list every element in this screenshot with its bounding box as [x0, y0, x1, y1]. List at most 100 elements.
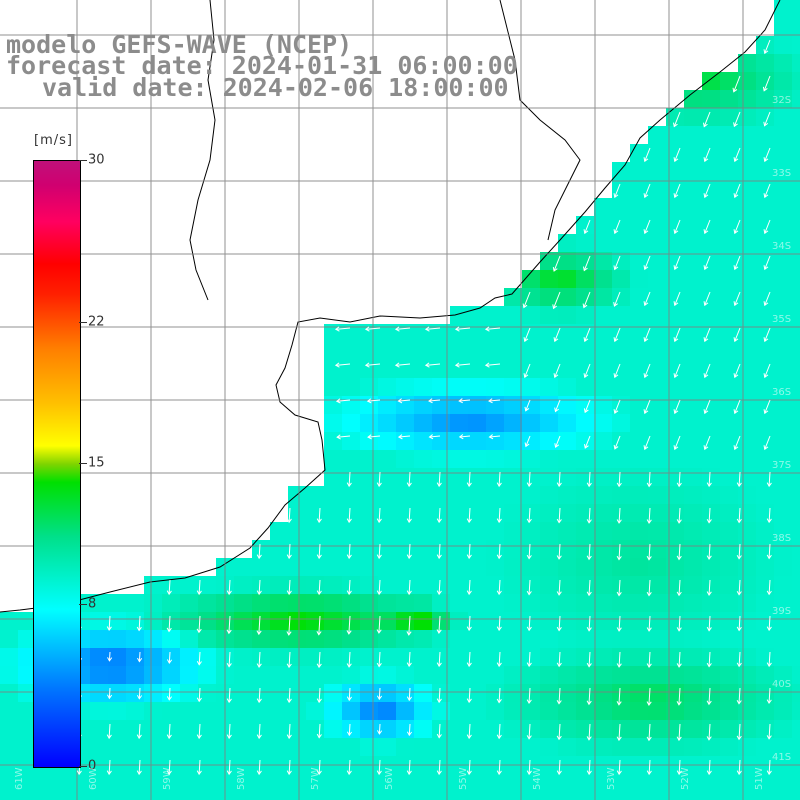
- wind-cell: [720, 630, 738, 648]
- wind-arrow: [734, 435, 741, 450]
- wind-arrow: [468, 687, 471, 703]
- wind-arrow: [583, 255, 591, 271]
- wind-arrowhead: [586, 627, 592, 632]
- wind-arrow: [395, 363, 411, 366]
- wind-cell: [558, 288, 576, 306]
- wind-arrow: [318, 759, 321, 775]
- wind-cell: [198, 576, 216, 594]
- wind-cell: [198, 738, 216, 756]
- wind-cell: [180, 738, 198, 756]
- wind-arrowhead: [107, 657, 113, 662]
- wind-arrow: [644, 399, 651, 414]
- wind-arrow: [348, 687, 351, 701]
- wind-cell: [720, 180, 738, 198]
- wind-cell: [468, 612, 486, 630]
- wind-cell: [504, 558, 522, 576]
- wind-cell: [684, 270, 702, 288]
- wind-cell: [288, 720, 306, 738]
- wind-cell: [774, 396, 792, 414]
- wind-cell: [792, 666, 800, 684]
- wind-cell: [324, 450, 342, 468]
- wind-arrow: [138, 723, 141, 739]
- wind-arrow: [764, 255, 771, 270]
- wind-arrowhead: [286, 631, 292, 636]
- wind-cell: [666, 522, 684, 540]
- wind-arrowhead: [466, 518, 472, 524]
- wind-cell: [522, 648, 540, 666]
- wind-cell: [342, 576, 360, 594]
- wind-cell: [360, 468, 378, 486]
- wind-cell: [414, 594, 432, 612]
- wind-arrow: [704, 399, 711, 414]
- wind-cell: [450, 792, 468, 800]
- wind-cell: [468, 666, 486, 684]
- wind-arrowhead: [706, 482, 712, 488]
- wind-cell: [576, 792, 594, 800]
- wind-cell: [558, 504, 576, 522]
- wind-cell: [234, 702, 252, 720]
- wind-cell: [702, 774, 720, 792]
- wind-cell: [396, 702, 414, 720]
- wind-arrowhead: [766, 735, 772, 740]
- wind-cell: [270, 702, 288, 720]
- wind-cell: [558, 486, 576, 504]
- wind-arrow: [673, 111, 681, 127]
- wind-cell: [594, 702, 612, 720]
- wind-cell: [162, 720, 180, 738]
- wind-cell: [450, 630, 468, 648]
- wind-cell: [576, 612, 594, 630]
- wind-cell: [306, 558, 324, 576]
- wind-cell: [342, 378, 360, 396]
- wind-cell: [108, 702, 126, 720]
- wind-cell: [630, 468, 648, 486]
- wind-cell: [540, 414, 558, 432]
- wind-cell: [90, 738, 108, 756]
- wind-cell: [468, 450, 486, 468]
- wind-cell: [720, 594, 738, 612]
- wind-cell: [630, 252, 648, 270]
- wind-cell: [684, 594, 702, 612]
- wind-arrowhead: [553, 373, 559, 379]
- wind-cell: [414, 486, 432, 504]
- wind-cell: [378, 720, 396, 738]
- wind-cell: [378, 360, 396, 378]
- wind-arrowhead: [346, 554, 352, 560]
- wind-cell: [450, 720, 468, 738]
- wind-arrow: [468, 579, 471, 595]
- wind-cell: [432, 540, 450, 558]
- wind-cell: [630, 486, 648, 504]
- wind-cell: [612, 576, 630, 594]
- wind-arrowhead: [286, 590, 292, 596]
- wind-cell: [774, 720, 792, 738]
- wind-arrow: [583, 291, 591, 308]
- wind-cell: [450, 558, 468, 576]
- colorbar-tick: [79, 766, 87, 767]
- wind-cell: [360, 558, 378, 576]
- wind-cell: [612, 612, 630, 630]
- wind-arrow: [488, 399, 501, 402]
- wind-cell: [630, 738, 648, 756]
- wind-cell: [738, 234, 756, 252]
- wind-cell: [630, 666, 648, 684]
- wind-arrow: [498, 723, 501, 739]
- wind-cell: [270, 648, 288, 666]
- wind-arrowhead: [526, 735, 532, 740]
- wind-cell: [252, 630, 270, 648]
- wind-arrowhead: [334, 362, 340, 368]
- wind-cell: [504, 450, 522, 468]
- wind-cell: [360, 702, 378, 720]
- wind-cell: [540, 522, 558, 540]
- longitude-label: 54W: [532, 767, 543, 790]
- wind-arrowhead: [524, 442, 530, 448]
- wind-cell: [504, 486, 522, 504]
- wind-cell: [702, 342, 720, 360]
- wind-arrowhead: [706, 518, 712, 524]
- wind-cell: [666, 738, 684, 756]
- wind-cell: [630, 432, 648, 450]
- wind-cell: [378, 666, 396, 684]
- wind-arrow: [528, 579, 531, 595]
- wind-cell: [324, 630, 342, 648]
- wind-arrowhead: [466, 698, 472, 704]
- wind-cell: [720, 450, 738, 468]
- wind-arrow: [198, 651, 201, 665]
